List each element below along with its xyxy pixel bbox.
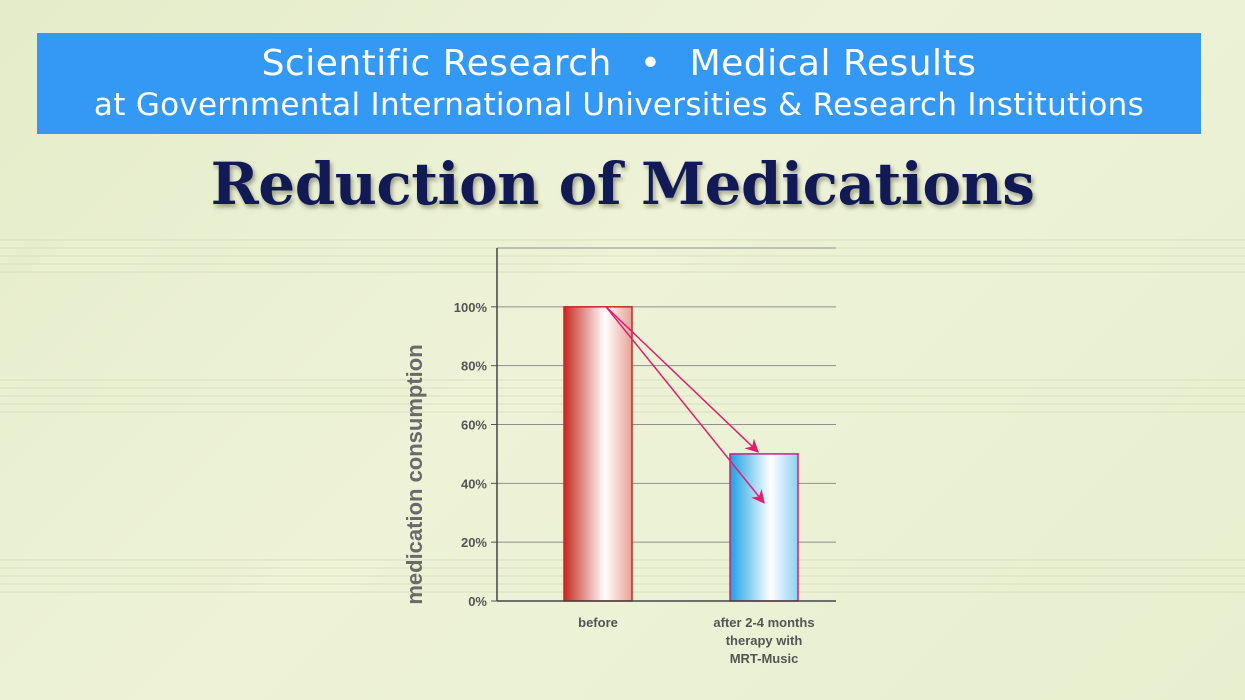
x-category-label: after 2-4 months therapy with MRT-Music [713, 615, 814, 666]
bullet-separator: • [639, 43, 662, 84]
banner-subtitle: at Governmental International Universiti… [93, 87, 1145, 123]
y-tick-label: 0% [468, 594, 487, 609]
bar-after [729, 453, 799, 602]
y-tick-label: 80% [461, 359, 487, 374]
bar-before [563, 306, 633, 602]
y-tick-label: 60% [461, 418, 487, 433]
reduction-arrow [605, 306, 765, 504]
y-axis-label: medication consumption [402, 344, 427, 604]
banner-medical-results: Medical Results [689, 43, 977, 84]
y-tick-label: 20% [461, 535, 487, 550]
header-banner: Scientific Research • Medical Results at G… [37, 33, 1201, 134]
slide-title: Reduction of Medications [210, 150, 1035, 218]
x-category-label: before [578, 615, 618, 630]
y-tick-label: 100% [454, 300, 488, 315]
banner-scientific-research: Scientific Research [261, 43, 612, 84]
reduction-arrow [605, 306, 759, 453]
y-tick-label: 40% [461, 476, 487, 491]
banner-headline: Scientific Research • Medical Results [37, 43, 1201, 84]
